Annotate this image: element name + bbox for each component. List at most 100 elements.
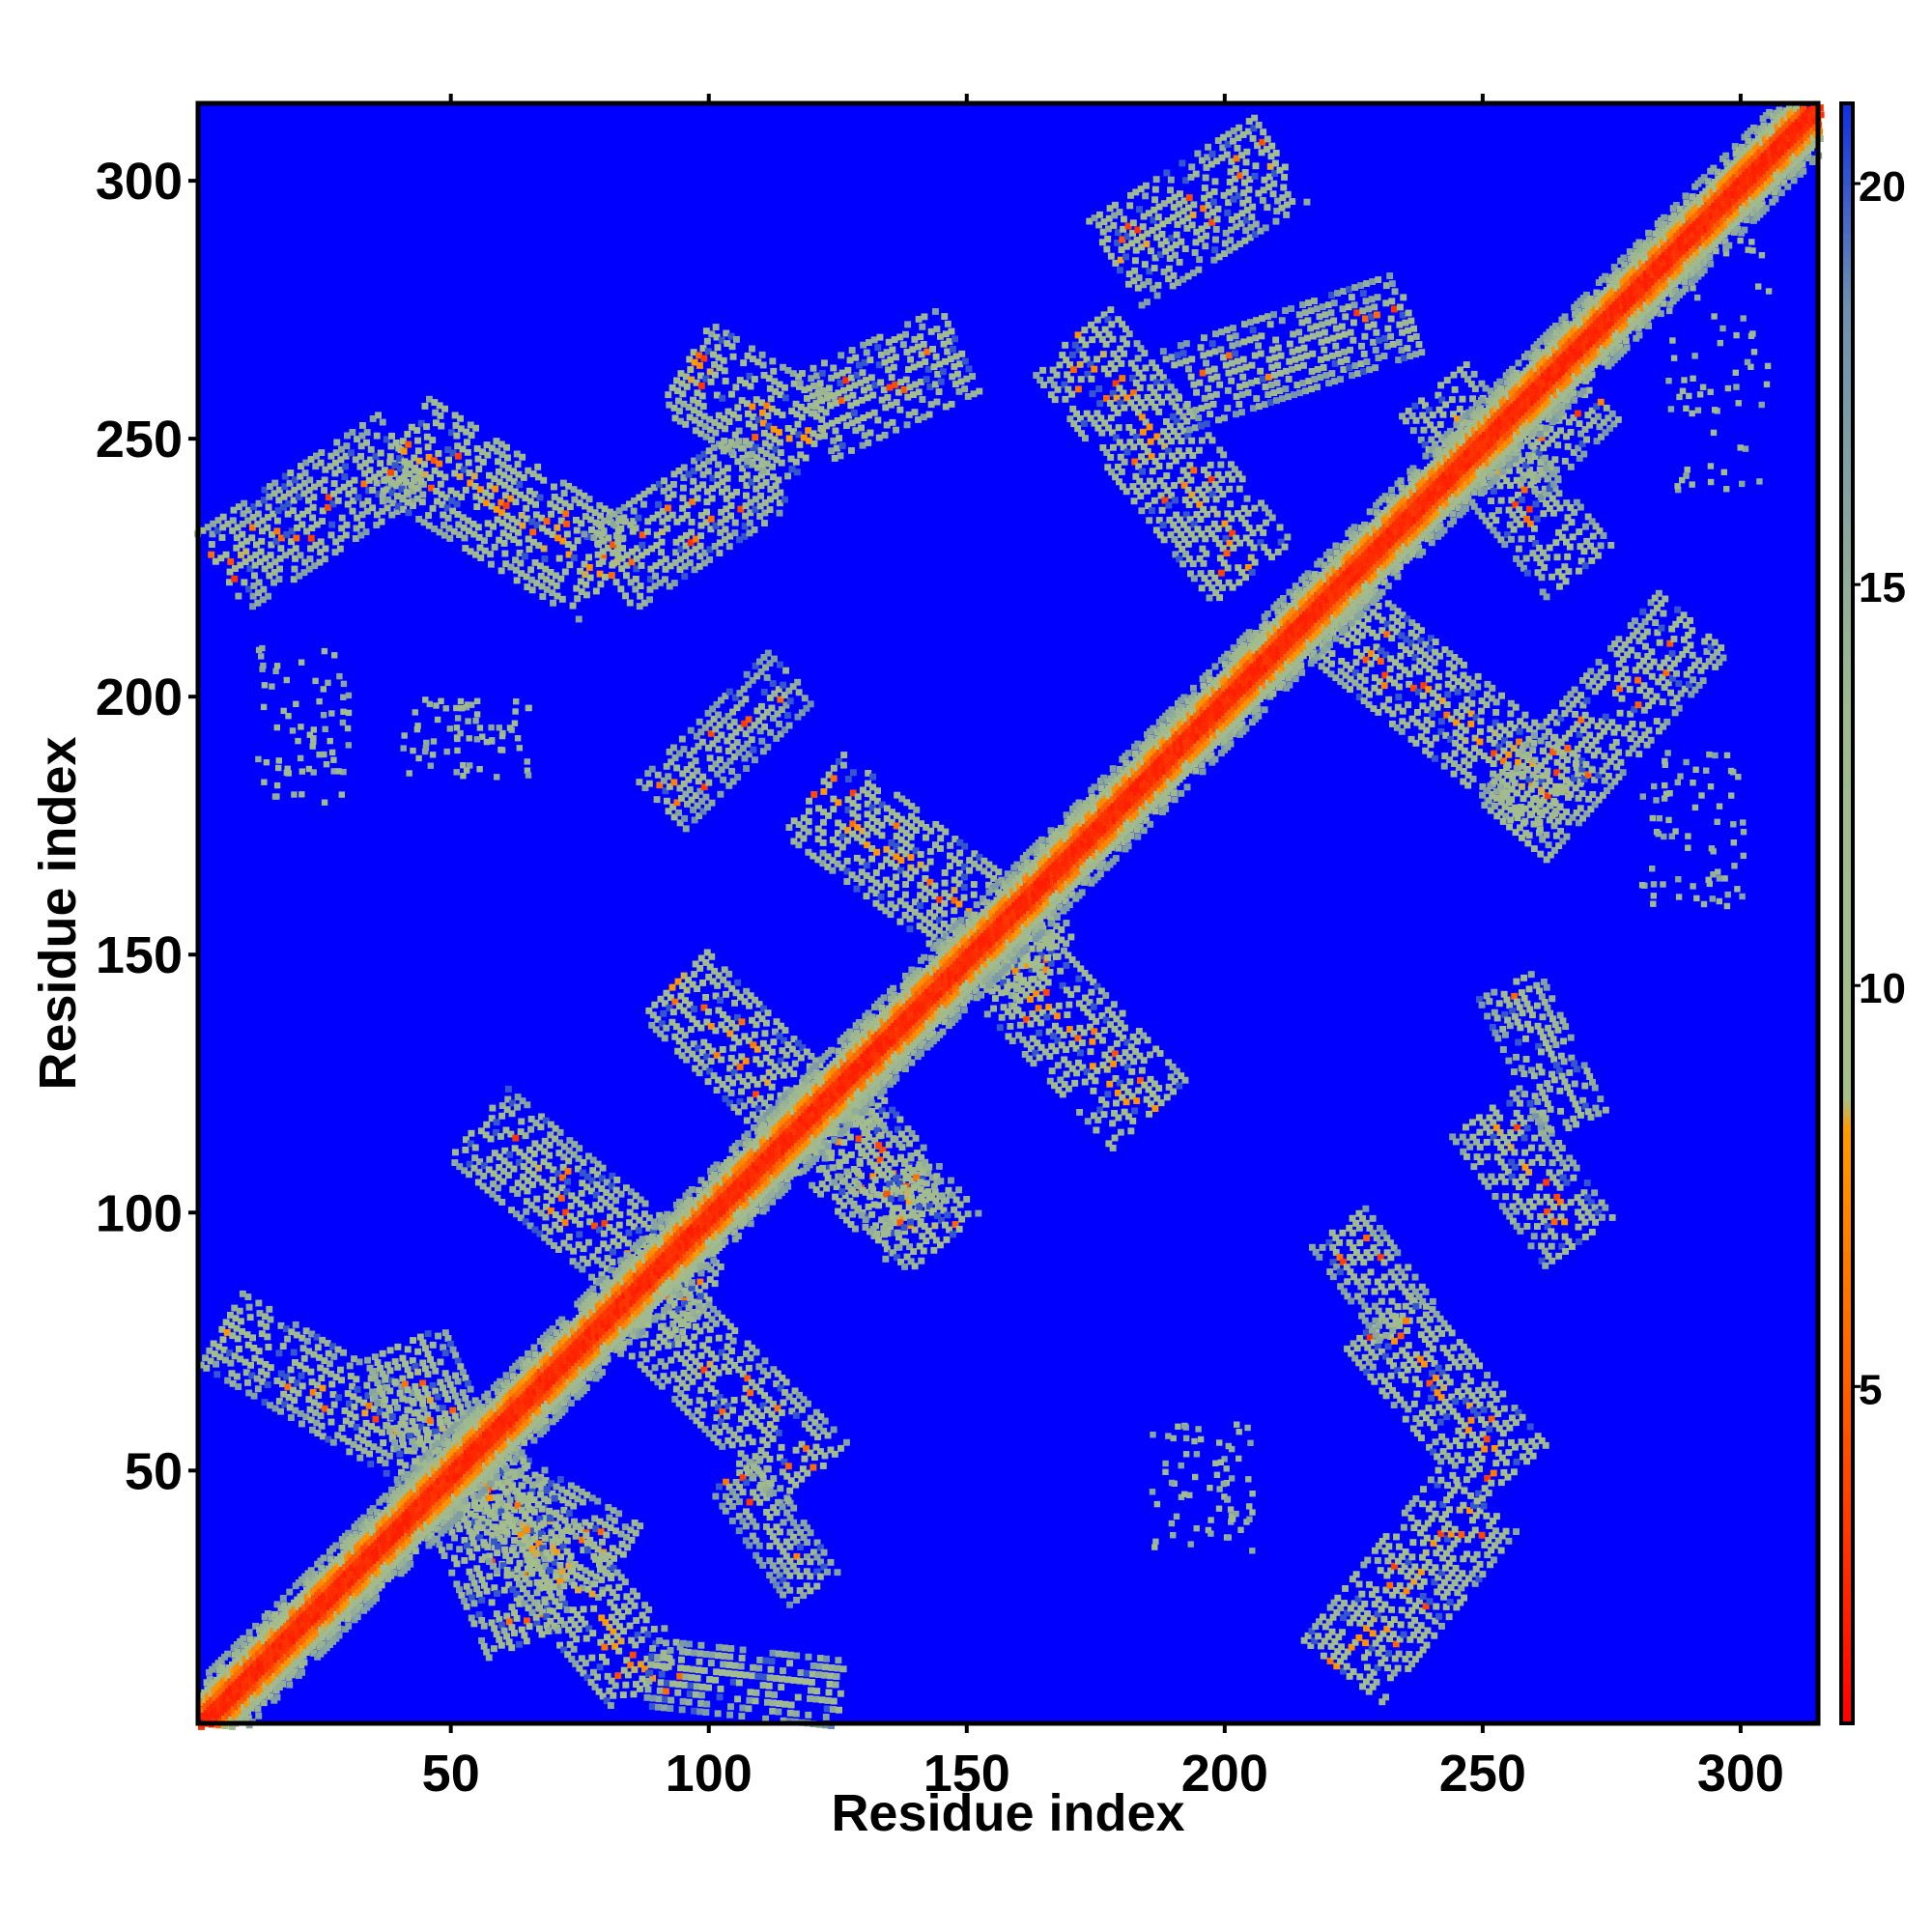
- contact-cell: [1028, 935, 1036, 942]
- contact-cell: [281, 472, 289, 480]
- contact-cell: [696, 1650, 704, 1658]
- contact-cell: [807, 1449, 814, 1457]
- contact-cell: [452, 1351, 460, 1359]
- contact-cell: [506, 485, 514, 493]
- contact-cell: [591, 1515, 599, 1522]
- contact-cell: [771, 1063, 779, 1070]
- contact-cell: [878, 863, 885, 870]
- contact-cell: [607, 1203, 614, 1210]
- contact-cell: [703, 1380, 711, 1388]
- contact-cell: [694, 495, 701, 502]
- contact-cell: [383, 1469, 390, 1477]
- contact-cell: [319, 518, 326, 525]
- contact-cell: [696, 1327, 704, 1335]
- contact-cell: [412, 465, 419, 471]
- contact-cell: [898, 1130, 905, 1138]
- contact-cell: [873, 1191, 881, 1199]
- contact-cell: [650, 484, 658, 492]
- contact-cell: [751, 722, 758, 729]
- contact-cell: [725, 1333, 733, 1341]
- contact-cell: [657, 1358, 665, 1366]
- contact-cell: [600, 553, 608, 560]
- contact-cell: [484, 520, 492, 527]
- contact-cell: [338, 525, 346, 532]
- contact-cell: [386, 459, 394, 466]
- contact-cell: [692, 757, 699, 765]
- contact-cell: [534, 1564, 542, 1572]
- contact-cell: [695, 399, 702, 407]
- contact-cell: [726, 757, 734, 765]
- contact-cell: [379, 493, 386, 500]
- contact-cell: [733, 704, 741, 712]
- contact-cell: [369, 487, 377, 494]
- contact-cell: [438, 491, 445, 498]
- contact-cell: [456, 531, 463, 538]
- contact-cell: [508, 1547, 516, 1554]
- contact-cell: [615, 1232, 623, 1239]
- contact-cell: [470, 530, 478, 538]
- contact-cell: [790, 1070, 798, 1078]
- contact-cell: [1098, 1012, 1106, 1019]
- contact-cell: [585, 564, 593, 571]
- contact-cell: [868, 794, 876, 801]
- contact-cell: [246, 565, 254, 573]
- contact-cell: [540, 1158, 548, 1166]
- contact-cell: [742, 1537, 750, 1545]
- contact-cell: [651, 1001, 659, 1009]
- contact-cell: [583, 1547, 591, 1554]
- contact-cell: [401, 458, 409, 466]
- contact-cell: [555, 1150, 563, 1157]
- contact-cell: [265, 592, 271, 600]
- contact-cell: [1124, 1064, 1131, 1071]
- contact-cell: [594, 1257, 602, 1264]
- contact-cell: [917, 1185, 924, 1193]
- contact-cell: [679, 390, 687, 398]
- contact-cell: [382, 1411, 389, 1419]
- contact-cell: [686, 1640, 693, 1648]
- contact-cell: [702, 793, 710, 801]
- contact-cell: [808, 1053, 815, 1060]
- contact-cell: [766, 1421, 774, 1428]
- contact-cell: [696, 718, 703, 725]
- contact-cell: [727, 1703, 734, 1711]
- contact-cell: [800, 835, 808, 842]
- contact-cell: [475, 1591, 483, 1598]
- contact-cell: [624, 1239, 632, 1247]
- contact-cell: [476, 1158, 483, 1166]
- contact-cell: [907, 1258, 915, 1265]
- contact-cell: [913, 816, 920, 824]
- contact-cell: [292, 554, 298, 562]
- contact-cell: [785, 824, 793, 831]
- contact-cell: [514, 1566, 522, 1574]
- contact-cell: [873, 1127, 881, 1134]
- contact-cell: [1035, 1005, 1042, 1012]
- contact-cell: [465, 459, 472, 467]
- contact-cell: [696, 1289, 703, 1296]
- contact-cell: [798, 1440, 806, 1448]
- contact-cell: [467, 548, 474, 555]
- contact-cell: [371, 1406, 379, 1412]
- contact-cell: [680, 746, 688, 753]
- contact-cell: [756, 513, 764, 520]
- contact-cell: [674, 1341, 682, 1348]
- contact-cell: [704, 1078, 712, 1086]
- contact-cell: [760, 654, 768, 661]
- contact-cell: [1146, 1110, 1152, 1118]
- contact-cell: [419, 1339, 427, 1347]
- contact-cell: [582, 1620, 589, 1628]
- contact-cell: [346, 1448, 354, 1456]
- contact-cell: [793, 1050, 801, 1057]
- contact-cell: [547, 1121, 554, 1128]
- contact-cell: [261, 486, 269, 494]
- contact-cell: [955, 1226, 963, 1233]
- contact-cell: [802, 1678, 810, 1686]
- contact-cell: [436, 402, 443, 410]
- contact-cell: [895, 1234, 902, 1241]
- contact-cell: [751, 526, 758, 533]
- contact-cell: [494, 1590, 500, 1597]
- contact-cell: [731, 999, 738, 1007]
- contact-cell: [605, 1551, 612, 1559]
- contact-cell: [526, 1492, 534, 1499]
- contact-cell: [867, 1228, 873, 1236]
- contact-cell: [498, 1499, 506, 1507]
